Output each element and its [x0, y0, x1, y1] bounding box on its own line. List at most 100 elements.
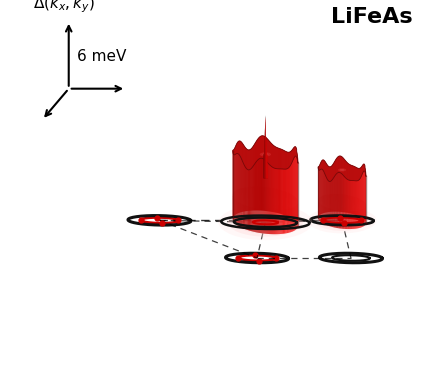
Polygon shape — [265, 115, 267, 179]
Polygon shape — [252, 146, 253, 210]
Polygon shape — [323, 160, 324, 213]
Polygon shape — [265, 115, 266, 178]
Polygon shape — [287, 152, 288, 216]
Polygon shape — [233, 206, 298, 230]
Polygon shape — [244, 164, 245, 229]
Polygon shape — [324, 161, 325, 213]
Polygon shape — [233, 205, 298, 229]
Polygon shape — [318, 211, 366, 229]
Polygon shape — [334, 176, 335, 227]
Polygon shape — [233, 136, 298, 170]
Polygon shape — [259, 159, 260, 233]
Polygon shape — [236, 144, 237, 214]
Polygon shape — [355, 181, 356, 229]
Polygon shape — [318, 199, 366, 217]
Polygon shape — [328, 181, 329, 226]
Polygon shape — [241, 141, 242, 212]
Polygon shape — [354, 166, 355, 215]
Polygon shape — [348, 180, 349, 229]
Polygon shape — [342, 157, 343, 212]
Polygon shape — [244, 146, 245, 212]
Polygon shape — [278, 148, 279, 213]
Polygon shape — [239, 155, 240, 227]
Polygon shape — [337, 173, 338, 228]
Ellipse shape — [260, 152, 271, 157]
Polygon shape — [233, 203, 298, 227]
Polygon shape — [318, 208, 366, 227]
Polygon shape — [233, 191, 298, 215]
Polygon shape — [355, 167, 356, 215]
Polygon shape — [240, 141, 241, 212]
Text: 6 meV: 6 meV — [77, 49, 126, 64]
Polygon shape — [264, 115, 265, 179]
Polygon shape — [281, 149, 282, 214]
Polygon shape — [356, 168, 357, 215]
Polygon shape — [343, 175, 344, 229]
Polygon shape — [233, 191, 298, 216]
Polygon shape — [265, 115, 266, 179]
Polygon shape — [267, 162, 268, 234]
Polygon shape — [318, 208, 366, 226]
Polygon shape — [324, 173, 325, 224]
Polygon shape — [264, 115, 265, 178]
Polygon shape — [265, 137, 266, 211]
Text: LiFeAs: LiFeAs — [331, 7, 413, 27]
Polygon shape — [357, 181, 358, 229]
Polygon shape — [279, 148, 280, 213]
Polygon shape — [243, 163, 244, 229]
Polygon shape — [318, 203, 366, 221]
Polygon shape — [264, 115, 265, 178]
Polygon shape — [233, 187, 298, 212]
Ellipse shape — [315, 210, 370, 231]
Polygon shape — [265, 115, 267, 178]
Polygon shape — [260, 136, 261, 211]
Polygon shape — [318, 205, 366, 222]
Polygon shape — [265, 115, 267, 179]
Polygon shape — [359, 178, 360, 228]
Polygon shape — [354, 181, 355, 229]
Polygon shape — [264, 115, 265, 178]
Polygon shape — [261, 158, 263, 234]
Polygon shape — [266, 161, 267, 234]
Polygon shape — [264, 115, 265, 178]
Polygon shape — [233, 194, 298, 218]
Polygon shape — [233, 192, 298, 217]
Polygon shape — [264, 115, 265, 178]
Polygon shape — [233, 196, 298, 220]
Polygon shape — [349, 164, 350, 213]
Polygon shape — [262, 136, 263, 211]
Polygon shape — [264, 115, 265, 178]
Polygon shape — [264, 115, 265, 178]
Polygon shape — [318, 198, 366, 215]
Polygon shape — [264, 115, 265, 179]
Polygon shape — [318, 211, 366, 229]
Polygon shape — [265, 115, 266, 178]
Polygon shape — [333, 163, 334, 212]
Polygon shape — [276, 147, 277, 213]
Polygon shape — [318, 210, 366, 228]
Polygon shape — [358, 168, 359, 216]
Polygon shape — [256, 161, 257, 232]
Polygon shape — [338, 173, 339, 229]
Polygon shape — [325, 161, 326, 213]
Polygon shape — [291, 163, 292, 232]
Polygon shape — [318, 196, 366, 213]
Polygon shape — [233, 198, 298, 222]
Polygon shape — [359, 168, 360, 217]
Polygon shape — [254, 143, 255, 210]
Polygon shape — [318, 204, 366, 222]
Polygon shape — [265, 115, 267, 179]
Polygon shape — [330, 166, 331, 212]
Polygon shape — [265, 115, 267, 178]
Polygon shape — [280, 149, 281, 214]
Polygon shape — [288, 152, 289, 217]
Polygon shape — [250, 169, 251, 231]
Polygon shape — [326, 164, 327, 212]
Polygon shape — [265, 115, 267, 178]
Polygon shape — [318, 194, 366, 212]
Polygon shape — [233, 199, 298, 223]
Polygon shape — [318, 196, 366, 214]
Polygon shape — [263, 158, 264, 234]
Polygon shape — [318, 205, 366, 223]
Polygon shape — [256, 140, 257, 210]
